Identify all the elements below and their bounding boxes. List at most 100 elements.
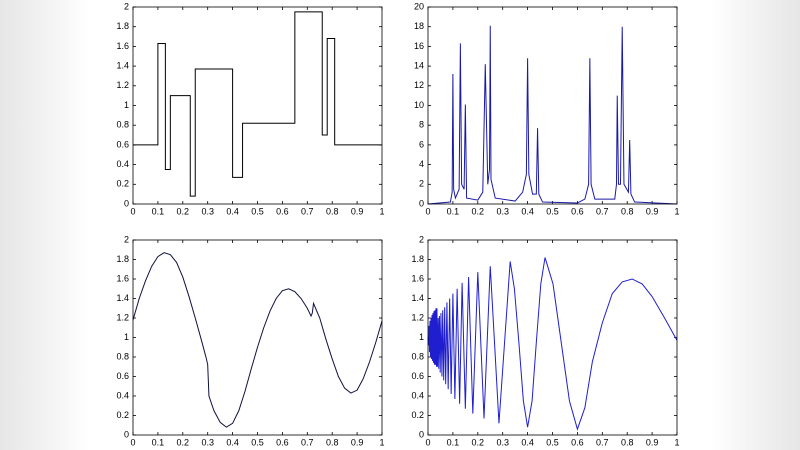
x-tick-label: 0	[425, 206, 430, 216]
y-tick-label: 0.6	[411, 371, 424, 381]
y-tick-label: 1.2	[116, 80, 129, 90]
x-tick-label: 1	[379, 437, 384, 447]
y-tick-label: 2	[124, 1, 129, 11]
x-tick-label: 0.3	[201, 206, 214, 216]
x-tick-label: 0	[425, 437, 430, 447]
y-tick-label: 0.8	[116, 351, 129, 361]
y-tick-label: 12	[414, 80, 424, 90]
axes-frame	[132, 6, 383, 205]
x-tick-label: 0.9	[351, 437, 364, 447]
x-tick-label: 0.8	[621, 437, 634, 447]
y-tick-label: 0	[124, 198, 129, 208]
y-tick-label: 8	[419, 120, 424, 130]
x-tick-label: 0.6	[276, 437, 289, 447]
y-tick-label: 1.4	[116, 293, 129, 303]
data-line	[133, 11, 382, 197]
y-tick-label: 2	[419, 179, 424, 189]
y-tick-label: 0.4	[116, 390, 129, 400]
y-tick-label: 0.8	[411, 351, 424, 361]
data-line	[132, 252, 383, 428]
x-tick-label: 1	[379, 206, 384, 216]
x-tick-label: 0.2	[177, 437, 190, 447]
x-tick-label: 0.5	[251, 206, 264, 216]
y-tick-label: 0	[419, 429, 424, 439]
y-tick-label: 18	[414, 21, 424, 31]
x-tick-label: 0.8	[326, 206, 339, 216]
x-tick-label: 0.3	[201, 437, 214, 447]
y-tick-label: 2	[124, 234, 129, 244]
x-tick-label: 0.4	[226, 206, 239, 216]
plot-area	[133, 240, 382, 435]
x-tick-label: 0.6	[571, 206, 584, 216]
x-tick-label: 0	[130, 437, 135, 447]
y-tick-label: 16	[414, 41, 424, 51]
axes-frame	[132, 239, 383, 436]
data-line	[427, 25, 678, 205]
y-tick-label: 0.6	[116, 371, 129, 381]
y-tick-label: 0	[124, 429, 129, 439]
y-tick-label: 1.8	[116, 254, 129, 264]
x-tick-label: 0.1	[152, 437, 165, 447]
y-tick-label: 2	[419, 234, 424, 244]
y-tick-label: 1.6	[116, 273, 129, 283]
x-tick-label: 0.9	[646, 437, 659, 447]
x-tick-label: 0.7	[301, 437, 314, 447]
y-tick-label: 0.6	[116, 139, 129, 149]
x-tick-label: 0.1	[447, 437, 460, 447]
x-tick-label: 0.7	[596, 206, 609, 216]
y-tick-label: 0.8	[116, 120, 129, 130]
x-tick-label: 0.3	[496, 206, 509, 216]
data-line	[427, 257, 678, 431]
y-tick-label: 1	[124, 100, 129, 110]
y-tick-label: 1.4	[116, 60, 129, 70]
y-tick-label: 10	[414, 100, 424, 110]
x-tick-label: 0.5	[251, 437, 264, 447]
axes-frame	[427, 239, 678, 436]
axes-frame	[427, 6, 678, 205]
y-tick-label: 1.2	[116, 312, 129, 322]
x-tick-label: 0.9	[351, 206, 364, 216]
y-tick-label: 0.2	[116, 410, 129, 420]
y-tick-label: 20	[414, 1, 424, 11]
x-tick-label: 0.2	[472, 206, 485, 216]
x-tick-label: 0.5	[546, 437, 559, 447]
x-tick-label: 0.4	[226, 437, 239, 447]
y-tick-label: 1.8	[411, 254, 424, 264]
x-tick-label: 0.2	[177, 206, 190, 216]
y-tick-label: 0.2	[411, 410, 424, 420]
plot-area	[133, 7, 382, 204]
plot-area	[428, 240, 677, 435]
y-tick-label: 0.4	[411, 390, 424, 400]
y-tick-label: 0.2	[116, 179, 129, 189]
y-tick-label: 1	[419, 332, 424, 342]
x-tick-label: 1	[674, 437, 679, 447]
y-tick-label: 0	[419, 198, 424, 208]
y-tick-label: 1.6	[411, 273, 424, 283]
x-tick-label: 0.7	[301, 206, 314, 216]
x-tick-label: 1	[674, 206, 679, 216]
x-tick-label: 0.8	[326, 437, 339, 447]
y-tick-label: 4	[419, 159, 424, 169]
y-tick-label: 6	[419, 139, 424, 149]
plot-area	[428, 7, 677, 204]
x-tick-label: 0.6	[571, 437, 584, 447]
y-tick-label: 1.6	[116, 41, 129, 51]
x-tick-label: 0.7	[596, 437, 609, 447]
y-tick-label: 1	[124, 332, 129, 342]
x-tick-label: 0.8	[621, 206, 634, 216]
x-tick-label: 0	[130, 206, 135, 216]
x-tick-label: 0.1	[447, 206, 460, 216]
x-tick-label: 0.2	[472, 437, 485, 447]
x-tick-label: 0.4	[521, 206, 534, 216]
y-tick-label: 1.2	[411, 312, 424, 322]
y-tick-label: 1.8	[116, 21, 129, 31]
x-tick-label: 0.3	[496, 437, 509, 447]
x-tick-label: 0.4	[521, 437, 534, 447]
y-tick-label: 14	[414, 60, 424, 70]
y-tick-label: 0.4	[116, 159, 129, 169]
x-tick-label: 0.1	[152, 206, 165, 216]
x-tick-label: 0.6	[276, 206, 289, 216]
y-tick-label: 1.4	[411, 293, 424, 303]
